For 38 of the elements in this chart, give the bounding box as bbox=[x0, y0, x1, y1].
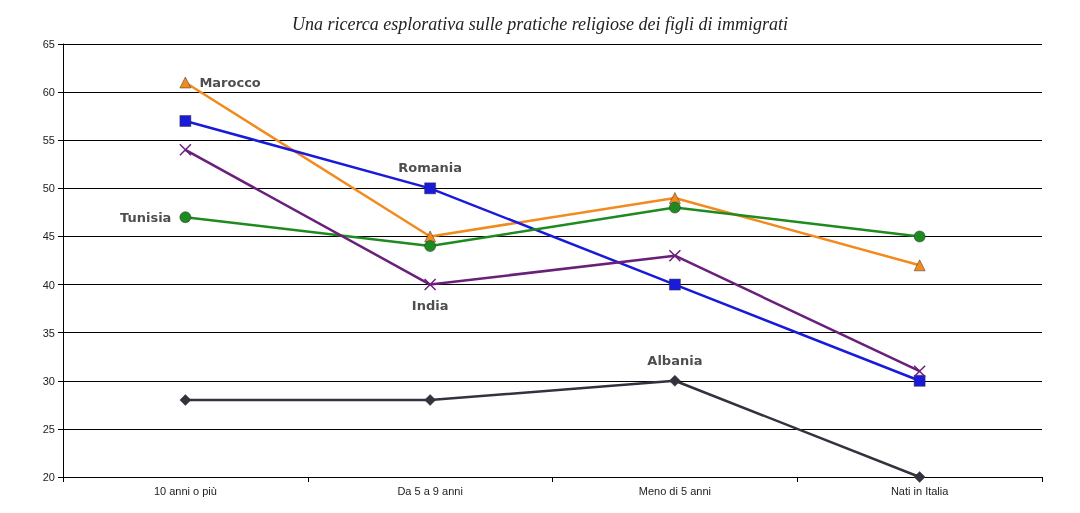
point bbox=[424, 182, 436, 195]
point bbox=[913, 364, 926, 378]
annotation: Albania bbox=[647, 352, 703, 368]
annotation: Marocco bbox=[199, 74, 261, 90]
y-tick-label: 35 bbox=[42, 326, 55, 339]
x-tick-label: 10 anni o più bbox=[153, 484, 217, 497]
x-tick-label: Nati in Italia bbox=[890, 484, 950, 497]
point bbox=[913, 471, 926, 483]
y-tick-label: 25 bbox=[42, 422, 55, 435]
point bbox=[179, 76, 192, 89]
y-tick-label: 65 bbox=[42, 38, 55, 50]
annotation: Tunisia bbox=[120, 209, 172, 225]
y-tick-label: 50 bbox=[42, 182, 55, 195]
y-tick-label: 45 bbox=[42, 230, 55, 243]
y-tick-label: 55 bbox=[42, 134, 55, 147]
y-tick-label: 20 bbox=[42, 471, 55, 483]
point bbox=[423, 278, 437, 291]
point bbox=[913, 230, 926, 243]
point bbox=[668, 249, 682, 262]
x-tick-label: Meno di 5 anni bbox=[638, 484, 711, 497]
point bbox=[424, 240, 436, 252]
point bbox=[669, 278, 681, 291]
point bbox=[669, 201, 681, 214]
annotation: Romania bbox=[398, 160, 462, 176]
point bbox=[424, 394, 436, 406]
point bbox=[669, 375, 681, 387]
y-tick-label: 40 bbox=[42, 278, 55, 291]
chart-title: Una ricerca esplorativa sulle pratiche religiose dei figli di immigrati bbox=[291, 14, 789, 34]
point bbox=[179, 115, 192, 127]
point bbox=[913, 375, 926, 387]
y-tick-label: 60 bbox=[42, 86, 55, 99]
point bbox=[179, 394, 192, 406]
point bbox=[179, 211, 192, 223]
point bbox=[913, 259, 926, 272]
point bbox=[179, 143, 192, 157]
y-tick-label: 30 bbox=[42, 374, 55, 387]
annotation: India bbox=[411, 297, 449, 313]
x-tick-label: Da 5 a 9 anni bbox=[397, 484, 463, 497]
